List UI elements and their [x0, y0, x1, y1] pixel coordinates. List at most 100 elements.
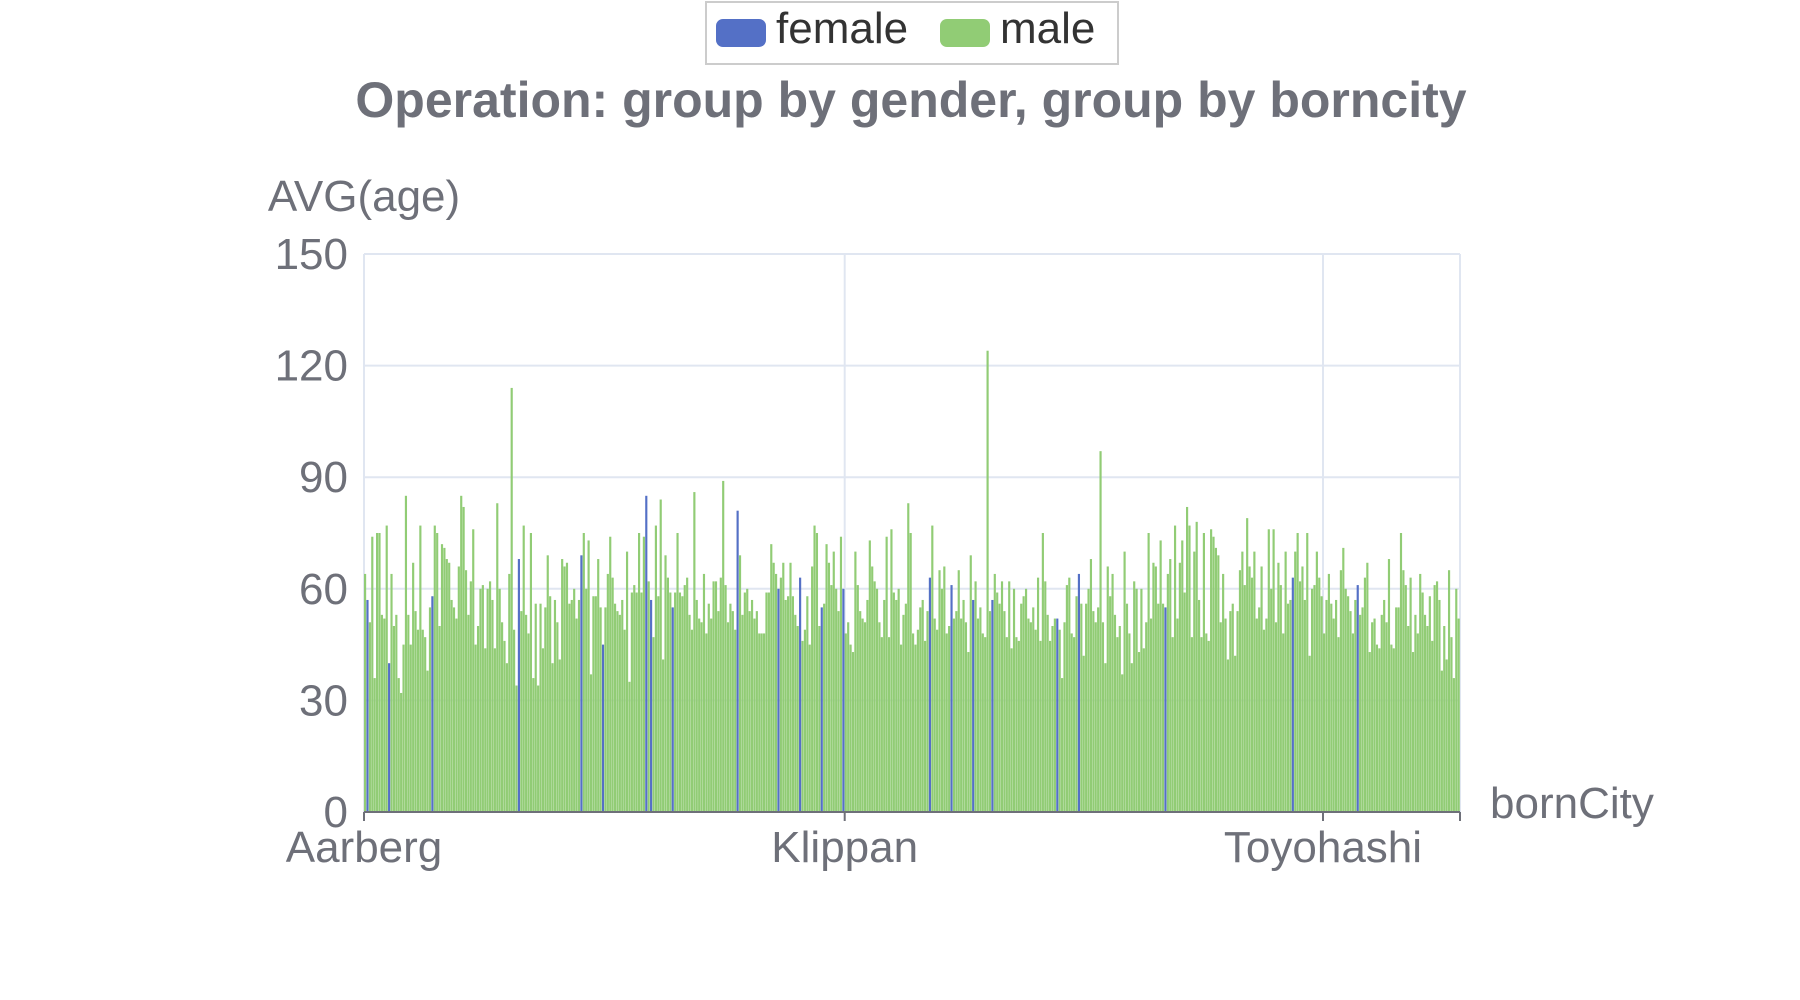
- bar-male: [791, 596, 794, 812]
- bar-male: [962, 599, 965, 812]
- bar-female: [736, 510, 739, 812]
- bar-male: [438, 626, 441, 812]
- bar-male: [457, 566, 460, 812]
- bar-male: [1200, 637, 1203, 812]
- bar-male: [844, 633, 847, 812]
- bar-male: [1123, 551, 1126, 812]
- bar-male: [1438, 599, 1441, 812]
- bar-male: [1073, 637, 1076, 812]
- bar-male: [1428, 596, 1431, 812]
- bar-male: [1274, 622, 1278, 812]
- legend-label-male[interactable]: male: [1000, 4, 1095, 53]
- bar-male: [568, 603, 571, 812]
- bar-male: [440, 544, 444, 812]
- bar-male: [513, 629, 516, 812]
- bar-male: [613, 603, 617, 812]
- bar-male: [1130, 663, 1133, 812]
- bar-male: [714, 581, 718, 812]
- bar-male: [669, 592, 672, 812]
- bar-male: [380, 614, 383, 812]
- bar-male: [1236, 611, 1239, 812]
- bar-male: [604, 607, 607, 812]
- bar-male: [582, 533, 585, 812]
- bar-male: [1308, 655, 1311, 812]
- bar-male: [1188, 525, 1191, 812]
- bar-male: [1258, 607, 1261, 812]
- bar-male: [534, 603, 537, 812]
- chart-title: Operation: group by gender, group by bor…: [355, 72, 1466, 128]
- bar-male: [1000, 581, 1004, 812]
- bar-male: [984, 637, 987, 812]
- bar-male: [948, 626, 951, 812]
- bar-male: [573, 588, 576, 812]
- bar-male: [390, 573, 393, 812]
- bar-male: [409, 644, 412, 812]
- legend-swatch-female[interactable]: [716, 19, 766, 47]
- bar-male: [1010, 648, 1013, 812]
- bar-male: [998, 603, 1001, 812]
- bar-male: [847, 622, 850, 812]
- bar-male: [912, 633, 915, 812]
- bar-male: [1392, 648, 1395, 812]
- bar-female: [671, 607, 674, 812]
- bar-male: [1147, 533, 1150, 812]
- bar-male: [1137, 652, 1141, 812]
- x-tick-label: Toyohashi: [1224, 823, 1422, 872]
- bar-male: [1116, 637, 1119, 812]
- legend-label-female[interactable]: female: [776, 4, 908, 53]
- bar-male: [1106, 566, 1109, 812]
- bar-male: [1416, 633, 1419, 812]
- bar-male: [823, 603, 826, 812]
- bar-male: [969, 555, 972, 812]
- bar-male: [414, 611, 417, 812]
- bar-male: [926, 611, 929, 812]
- bar-male: [674, 592, 677, 812]
- bar-male: [1161, 603, 1165, 812]
- bar-male: [861, 618, 864, 812]
- bar-male: [1272, 529, 1275, 812]
- bar-male: [376, 533, 379, 812]
- bar-male: [883, 599, 886, 812]
- bar-male: [899, 644, 903, 812]
- bar-male: [839, 536, 843, 812]
- bar-male: [1070, 633, 1073, 812]
- bar-male: [784, 599, 787, 812]
- bar-male: [520, 611, 523, 812]
- bar-male: [1224, 618, 1227, 812]
- bar-female: [366, 599, 369, 812]
- bar-male: [1354, 599, 1357, 812]
- bar-male: [717, 611, 720, 812]
- bar-male: [1411, 652, 1415, 812]
- bar-male: [1207, 640, 1210, 812]
- bar-male: [1426, 626, 1429, 812]
- bar-male: [1332, 618, 1335, 812]
- bar-male: [1135, 588, 1138, 812]
- bar-male: [652, 637, 655, 812]
- bar-male: [635, 592, 638, 812]
- bar-male: [1395, 607, 1398, 812]
- legend[interactable]: female male: [705, 1, 1119, 65]
- bar-male: [1082, 655, 1085, 812]
- bar-male: [818, 626, 821, 812]
- bar-male: [830, 585, 833, 812]
- bar-male: [811, 566, 814, 812]
- bar-male: [549, 596, 552, 812]
- bar-male: [522, 525, 525, 812]
- bar-male: [813, 525, 816, 812]
- legend-swatch-male[interactable]: [940, 19, 990, 47]
- bar-male: [895, 599, 898, 812]
- x-axis-name: bornCity: [1490, 779, 1654, 828]
- bar-male: [556, 622, 559, 812]
- bar-male: [1265, 618, 1268, 812]
- bar-male: [957, 570, 960, 812]
- bar-male: [1020, 603, 1023, 812]
- bar-male: [919, 607, 922, 812]
- x-tick-label: Klippan: [771, 823, 918, 872]
- bar-male: [1094, 622, 1097, 812]
- bar-male: [553, 599, 557, 812]
- bar-male: [1397, 607, 1400, 812]
- bar-female: [580, 555, 583, 812]
- bar-male: [1104, 663, 1107, 812]
- bar-male: [868, 540, 871, 812]
